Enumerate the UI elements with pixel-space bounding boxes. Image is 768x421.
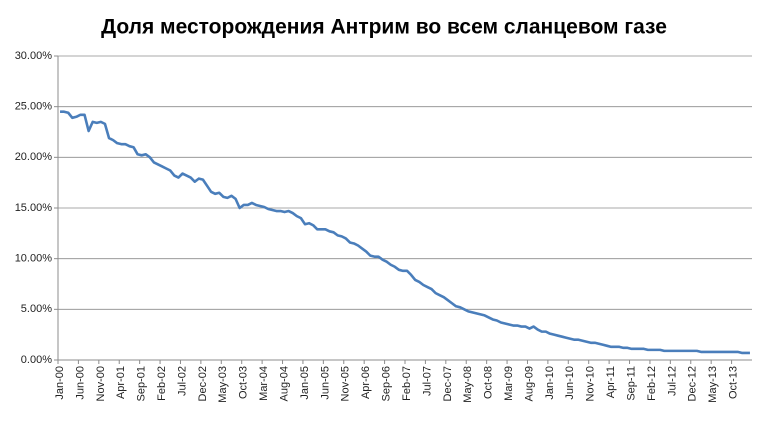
x-tick-label: Jun-10: [564, 366, 576, 400]
x-tick-label: Nov-05: [340, 366, 352, 401]
y-tick-label: 20.00%: [15, 151, 53, 163]
x-tick-label: Jan-05: [299, 366, 311, 400]
x-tick-label: May-13: [707, 366, 719, 403]
x-tick-label: Oct-03: [238, 366, 250, 399]
chart-title: Доля месторождения Антрим во всем сланце…: [101, 16, 667, 39]
x-tick-label: May-08: [462, 366, 474, 403]
x-tick-label: Feb-02: [156, 366, 168, 401]
x-tick-label: Jun-00: [74, 366, 86, 400]
y-tick-label: 15.00%: [15, 202, 53, 214]
x-tick-label: Aug-04: [278, 366, 290, 401]
x-tick-label: Sep-06: [381, 366, 393, 401]
x-tick-label: Jul-07: [421, 366, 433, 396]
x-tick-label: Feb-12: [646, 366, 658, 401]
y-tick-label: 5.00%: [21, 303, 52, 315]
x-tick-label: Apr-01: [115, 366, 127, 399]
x-tick-label: Dec-02: [197, 366, 209, 401]
y-tick-label: 10.00%: [15, 253, 53, 265]
x-tick-label: Jun-05: [319, 366, 331, 400]
x-tick-label: Nov-10: [585, 366, 597, 401]
x-tick-label: Mar-09: [503, 366, 515, 401]
x-tick-label: Jan-00: [54, 366, 66, 400]
x-tick-label: Jul-02: [176, 366, 188, 396]
x-tick-label: Oct-08: [483, 366, 495, 399]
x-tick-label: Apr-06: [360, 366, 372, 399]
x-tick-label: Nov-00: [95, 366, 107, 401]
y-tick-label: 0.00%: [21, 354, 52, 366]
y-tick-label: 30.00%: [15, 50, 53, 62]
x-tick-label: Oct-13: [728, 366, 740, 399]
x-tick-label: Jul-12: [666, 366, 678, 396]
x-tick-label: Sep-11: [625, 366, 637, 401]
data-line: [60, 110, 750, 355]
x-tick-label: Jan-10: [544, 366, 556, 400]
x-tick-label: Dec-12: [687, 366, 699, 401]
x-tick-label: Mar-04: [258, 366, 270, 401]
x-tick-label: Sep-01: [136, 366, 148, 401]
x-tick-label: Dec-07: [442, 366, 454, 401]
x-tick-label: May-03: [217, 366, 229, 403]
x-tick-label: Apr-11: [605, 366, 617, 398]
x-tick-label: Feb-07: [401, 366, 413, 401]
x-tick-label: Aug-09: [523, 366, 535, 401]
y-tick-label: 25.00%: [15, 101, 53, 113]
